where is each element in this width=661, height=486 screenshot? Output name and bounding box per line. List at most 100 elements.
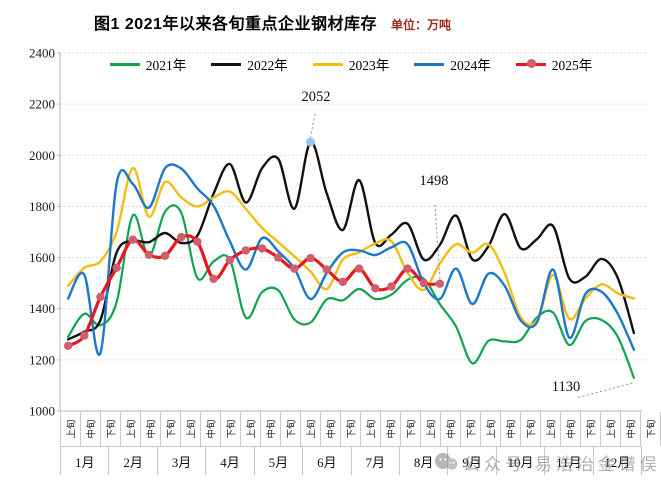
series-marker-2025年: [96, 292, 105, 302]
xaxis-month-label: 1月: [60, 447, 110, 475]
xaxis-month-label: 11月: [545, 447, 594, 475]
xaxis-period-label: 下旬: [347, 419, 358, 439]
xaxis-period-cell: 中旬: [441, 412, 462, 446]
series-marker-2025年: [193, 237, 202, 246]
series-line-2024年: [66, 163, 636, 357]
xaxis-period-label: 中旬: [447, 419, 458, 439]
xaxis-period-label: 上旬: [487, 419, 498, 439]
xaxis-period-cell: 下旬: [641, 412, 661, 446]
xaxis-month-row: 1月 2月 3月 4月 5月 6月 7月 8月 9月 10月 11月 12月: [60, 446, 643, 475]
title-row: 图1 2021年以来各旬重点企业钢材库存 单位：万吨: [0, 10, 545, 33]
xaxis-period-label: 中旬: [267, 419, 278, 439]
unit-label: 单位：万吨: [390, 18, 451, 32]
series-marker-2025年: [128, 235, 137, 244]
xaxis-period-label: 中旬: [207, 419, 218, 439]
series-marker-2025年: [306, 253, 315, 263]
legend-swatch: [312, 62, 343, 66]
series-line-2022年: [66, 140, 636, 341]
xaxis-period-cell: 上旬: [241, 412, 262, 446]
xaxis-period-label: 上旬: [307, 419, 318, 439]
xaxis-period-cell: 中旬: [561, 412, 582, 446]
chart-title: 图1 2021年以来各旬重点企业钢材库存: [94, 16, 377, 33]
legend-swatch: [109, 62, 140, 66]
xaxis-period-cell: 上旬: [301, 412, 322, 446]
legend-label: 2024年: [450, 58, 491, 73]
y-tick-label: 2200: [29, 97, 55, 112]
legend-swatch: [211, 62, 242, 66]
xaxis-period-row: 上旬 中旬 下旬 上旬 中旬 下旬 上旬 中旬 下旬 上旬 中旬 下旬 上旬 中旬 下旬 上旬 中旬 下旬 上旬 中旬…: [60, 412, 661, 446]
legend-item-2022年: 2022年: [211, 54, 288, 74]
legend-swatch: [414, 62, 445, 66]
series-marker-2025年: [371, 284, 380, 293]
legend-item-2024年: 2024年: [414, 54, 491, 74]
xaxis-period-cell: 中旬: [141, 412, 162, 446]
legend-label: 2023年: [348, 58, 390, 73]
legend-label: 2022年: [247, 58, 288, 73]
xaxis-period-label: 下旬: [467, 419, 478, 439]
xaxis-period-cell: 中旬: [621, 412, 642, 446]
legend-item-2023年: 2023年: [312, 54, 390, 74]
xaxis-period-label: 上旬: [607, 419, 618, 439]
xaxis-period-cell: 中旬: [81, 412, 102, 446]
xaxis-period-label: 上旬: [187, 419, 198, 439]
y-tick-label: 1400: [29, 301, 55, 316]
xaxis-period-label: 中旬: [567, 419, 578, 439]
xaxis-period-label: 中旬: [507, 419, 518, 439]
xaxis-period-cell: 下旬: [101, 412, 122, 446]
xaxis-period-cell: 中旬: [381, 412, 402, 446]
legend-item-2021年: 2021年: [109, 54, 186, 74]
y-tick-label: 1600: [29, 250, 55, 265]
xaxis-period-label: 下旬: [647, 419, 658, 439]
xaxis-period-label: 上旬: [427, 419, 438, 439]
series-marker-2025年: [322, 265, 331, 274]
xaxis-period-cell: 上旬: [481, 412, 502, 446]
series-marker-2025年: [290, 264, 299, 273]
series-marker-2025年: [387, 282, 396, 291]
xaxis-period-cell: 上旬: [421, 412, 442, 446]
y-tick-label: 1200: [29, 352, 55, 367]
xaxis-period-label: 上旬: [547, 419, 558, 439]
xaxis-month-label: 3月: [158, 447, 207, 475]
xaxis-month-label: 2月: [109, 447, 158, 475]
xaxis-period-cell: 上旬: [60, 412, 82, 446]
y-tick-label: 2400: [29, 46, 55, 61]
xaxis-period-cell: 中旬: [321, 412, 342, 446]
series-marker-2025年: [257, 244, 267, 253]
xaxis-period-cell: 下旬: [161, 412, 182, 446]
series-marker-2025年: [209, 274, 218, 283]
xaxis-period-cell: 下旬: [521, 412, 542, 446]
xaxis-month-label: 12月: [594, 447, 643, 475]
annotation-leader: [310, 113, 316, 138]
legend-item-2025年: 2025年: [515, 54, 593, 74]
annotation-leader: [578, 382, 635, 398]
xaxis-month-label: 4月: [206, 447, 255, 475]
xaxis-month-label: 9月: [448, 447, 497, 475]
y-tick-label: 2000: [29, 148, 55, 163]
xaxis-period-cell: 下旬: [341, 412, 362, 446]
legend-swatch: [515, 59, 546, 68]
series-marker-2025年: [403, 264, 412, 273]
xaxis-period-cell: 下旬: [461, 412, 482, 446]
series-marker-2025年: [80, 331, 89, 340]
series-marker-2025年: [177, 232, 186, 242]
series-marker-2025年: [354, 264, 364, 273]
chart-legend: 2021年 2022年 2023年 2024年 2025年: [60, 55, 642, 73]
xaxis-month-label: 5月: [255, 447, 304, 475]
xaxis-period-cell: 上旬: [601, 412, 622, 446]
xaxis-period-label: 下旬: [287, 419, 298, 439]
xaxis-period-label: 下旬: [587, 419, 598, 439]
legend-label: 2025年: [551, 58, 593, 73]
y-tick-label: 1800: [29, 199, 55, 214]
xaxis-period-label: 中旬: [327, 419, 338, 439]
xaxis-period-cell: 中旬: [201, 412, 222, 446]
annotation-label: 2052: [302, 89, 331, 105]
xaxis-period-label: 下旬: [527, 419, 538, 439]
xaxis-period-cell: 上旬: [121, 412, 142, 446]
xaxis-period-label: 中旬: [87, 419, 98, 439]
series-marker-2025年: [419, 278, 428, 288]
y-tick-label: 1000: [29, 404, 55, 419]
series-marker-2025年: [274, 253, 283, 262]
series-marker-2025年: [112, 263, 121, 272]
xaxis-period-label: 中旬: [627, 419, 638, 439]
